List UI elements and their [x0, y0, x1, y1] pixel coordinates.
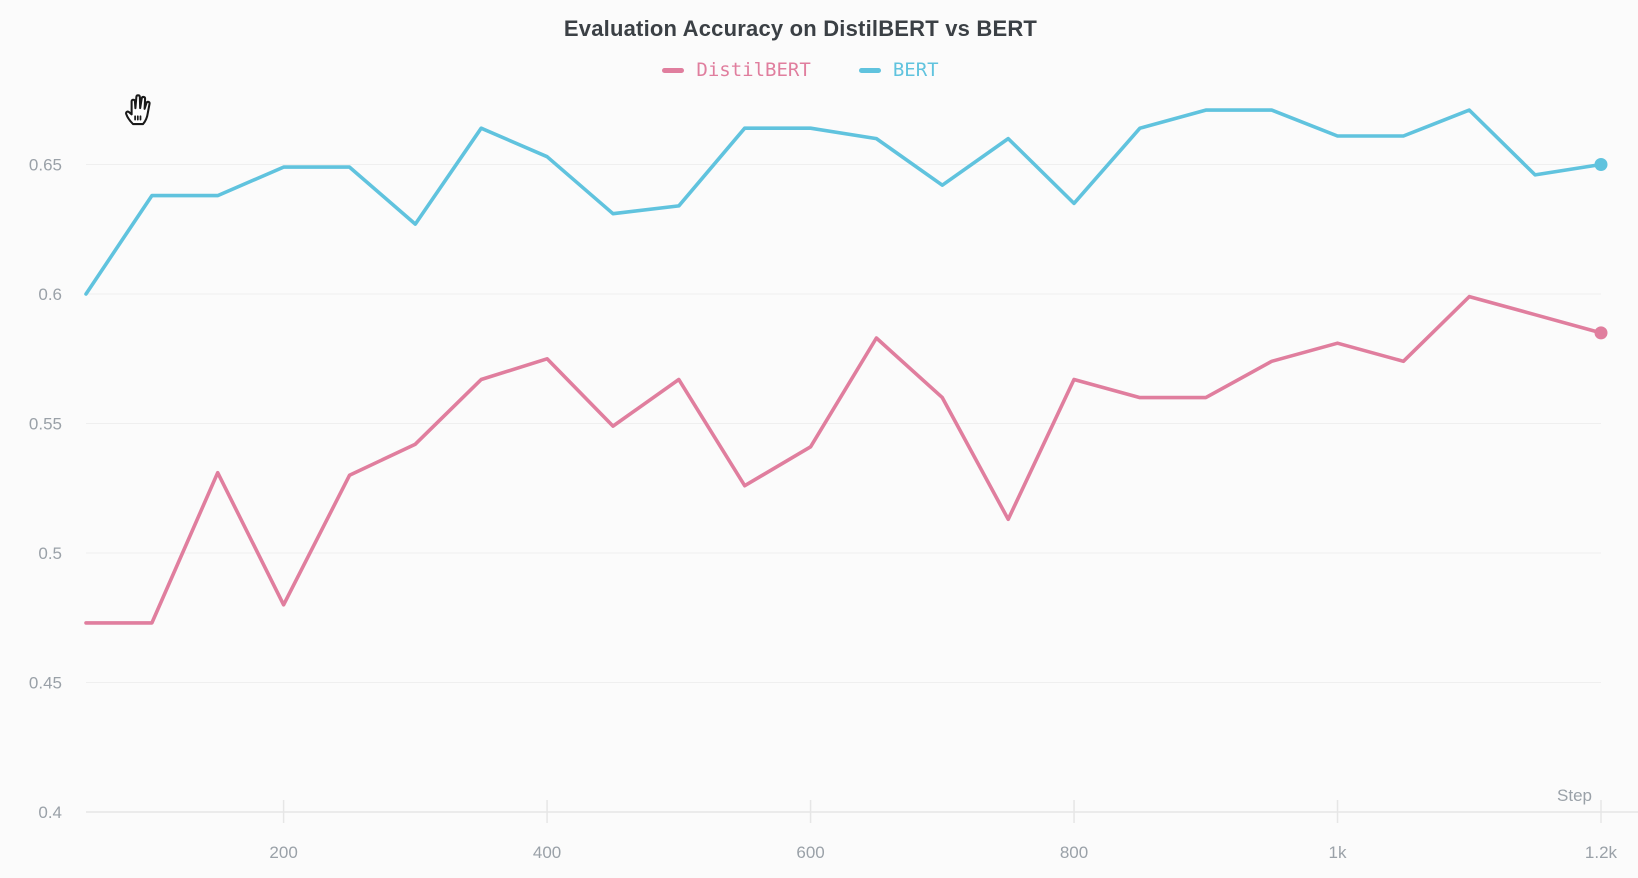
- series-end-marker-bert: [1594, 158, 1608, 171]
- legend-label: DistilBERT: [696, 59, 811, 81]
- series-line-bert[interactable]: [84, 108, 1603, 296]
- y-tick-label: 0.5: [38, 544, 62, 563]
- legend-dash-icon: [662, 67, 685, 73]
- x-tick-label: 600: [796, 843, 824, 862]
- y-axis-labels: 0.4 0.45 0.5 0.55 0.6 0.65: [29, 156, 62, 823]
- x-tick-label: 800: [1060, 843, 1088, 862]
- x-axis-ticks: [282, 800, 1602, 823]
- y-tick-label: 0.4: [38, 803, 62, 822]
- y-tick-label: 0.6: [38, 285, 62, 304]
- x-tick-label: 400: [533, 843, 561, 862]
- y-tick-label: 0.65: [29, 156, 62, 175]
- x-axis-title: Step: [1557, 786, 1592, 805]
- y-tick-label: 0.55: [29, 415, 62, 434]
- legend-item-bert[interactable]: BERT: [858, 59, 939, 81]
- x-axis-labels: 200 400 600 800 1k 1.2k: [269, 843, 1617, 862]
- x-tick-label: 200: [269, 843, 297, 862]
- legend: DistilBERT BERT: [0, 59, 1601, 81]
- y-tick-label: 0.45: [29, 674, 62, 693]
- chart-title: Evaluation Accuracy on DistilBERT vs BER…: [563, 16, 1038, 41]
- legend-label: BERT: [892, 59, 939, 81]
- series-line-distilbert[interactable]: [84, 294, 1603, 625]
- series-end-marker-distilbert: [1594, 326, 1608, 340]
- x-tick-label: 1k: [1329, 843, 1347, 862]
- x-tick-label: 1.2k: [1585, 843, 1618, 862]
- gridlines: [86, 164, 1638, 813]
- legend-item-distilbert[interactable]: DistilBERT: [662, 59, 811, 81]
- legend-dash-icon: [858, 67, 881, 73]
